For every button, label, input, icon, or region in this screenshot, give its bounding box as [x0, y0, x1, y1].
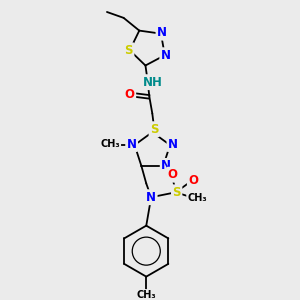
Text: N: N	[161, 159, 171, 172]
Text: N: N	[157, 26, 167, 39]
Text: S: S	[150, 123, 158, 136]
Text: N: N	[127, 137, 137, 151]
Text: N: N	[146, 191, 156, 204]
Text: N: N	[168, 137, 178, 151]
Text: S: S	[124, 44, 133, 57]
Text: CH₃: CH₃	[100, 139, 120, 149]
Text: N: N	[161, 49, 171, 62]
Text: CH₃: CH₃	[188, 193, 207, 203]
Text: O: O	[125, 88, 135, 101]
Text: S: S	[172, 186, 181, 199]
Text: O: O	[168, 168, 178, 181]
Text: O: O	[188, 174, 198, 187]
Text: NH: NH	[143, 76, 163, 89]
Text: CH₃: CH₃	[136, 290, 156, 300]
